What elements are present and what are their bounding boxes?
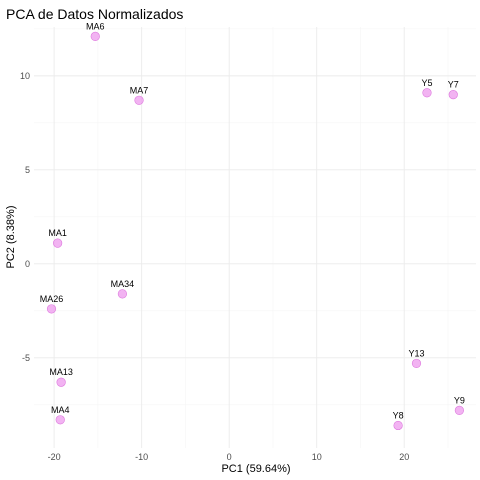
point-label-y13: Y13 xyxy=(408,348,424,358)
x-axis-title: PC1 (59.64%) xyxy=(221,463,290,475)
grid-lines xyxy=(34,27,476,448)
point-labels: MA6 MA7 MA1 MA34 MA26 MA13 MA4 Y5 Y7 Y13 Y9 Y8 xyxy=(40,21,465,420)
point-label-ma4: MA4 xyxy=(51,405,70,415)
point-label-y5: Y5 xyxy=(421,78,432,88)
data-point-y13 xyxy=(411,358,422,369)
chart-title: PCA de Datos Normalizados xyxy=(6,6,183,22)
y-axis-title: PC2 (8.38%) xyxy=(5,206,17,269)
data-point-ma6 xyxy=(90,31,100,41)
point-label-ma34: MA34 xyxy=(111,279,135,289)
x-tick-label: -20 xyxy=(48,452,61,462)
data-point-y8 xyxy=(393,420,403,431)
x-tick-label: -10 xyxy=(135,452,148,462)
y-tick-labels: -5 0 5 10 xyxy=(20,71,30,363)
point-label-ma13: MA13 xyxy=(49,367,73,377)
point-label-ma26: MA26 xyxy=(40,294,64,304)
data-point-ma26 xyxy=(46,304,57,314)
data-point-ma13 xyxy=(56,377,66,387)
y-tick-label: 10 xyxy=(20,71,30,81)
data-point-y5 xyxy=(422,88,432,98)
point-label-ma1: MA1 xyxy=(48,228,67,238)
x-tick-label: 10 xyxy=(312,452,322,462)
data-point-ma1 xyxy=(53,238,63,248)
y-tick-label: 0 xyxy=(25,259,30,269)
data-point-y7 xyxy=(448,90,458,100)
x-tick-labels: -20 -10 0 10 20 xyxy=(48,452,410,462)
data-points xyxy=(46,31,464,431)
data-point-ma34 xyxy=(117,289,127,299)
point-label-ma7: MA7 xyxy=(130,85,149,95)
x-tick-label: 20 xyxy=(399,452,409,462)
x-tick-label: 0 xyxy=(227,452,232,462)
point-label-y7: Y7 xyxy=(448,80,459,90)
y-tick-label: 5 xyxy=(25,165,30,175)
point-label-ma6: MA6 xyxy=(86,21,105,31)
data-point-ma4 xyxy=(55,415,65,425)
data-point-ma7 xyxy=(134,95,144,105)
point-label-y8: Y8 xyxy=(393,410,404,420)
y-tick-label: -5 xyxy=(22,353,30,363)
point-label-y9: Y9 xyxy=(454,395,465,405)
data-point-y9 xyxy=(454,405,464,416)
